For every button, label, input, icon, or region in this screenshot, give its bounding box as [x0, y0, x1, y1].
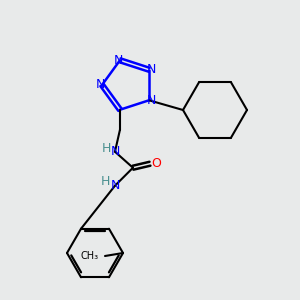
Text: H: H: [100, 175, 110, 188]
Text: N: N: [146, 63, 156, 76]
Text: N: N: [146, 94, 156, 107]
Text: N: N: [113, 54, 123, 67]
Text: N: N: [110, 179, 120, 192]
Text: CH₃: CH₃: [81, 251, 99, 261]
Text: O: O: [151, 157, 161, 170]
Text: N: N: [110, 145, 120, 158]
Text: H: H: [101, 142, 111, 155]
Text: N: N: [95, 79, 105, 92]
